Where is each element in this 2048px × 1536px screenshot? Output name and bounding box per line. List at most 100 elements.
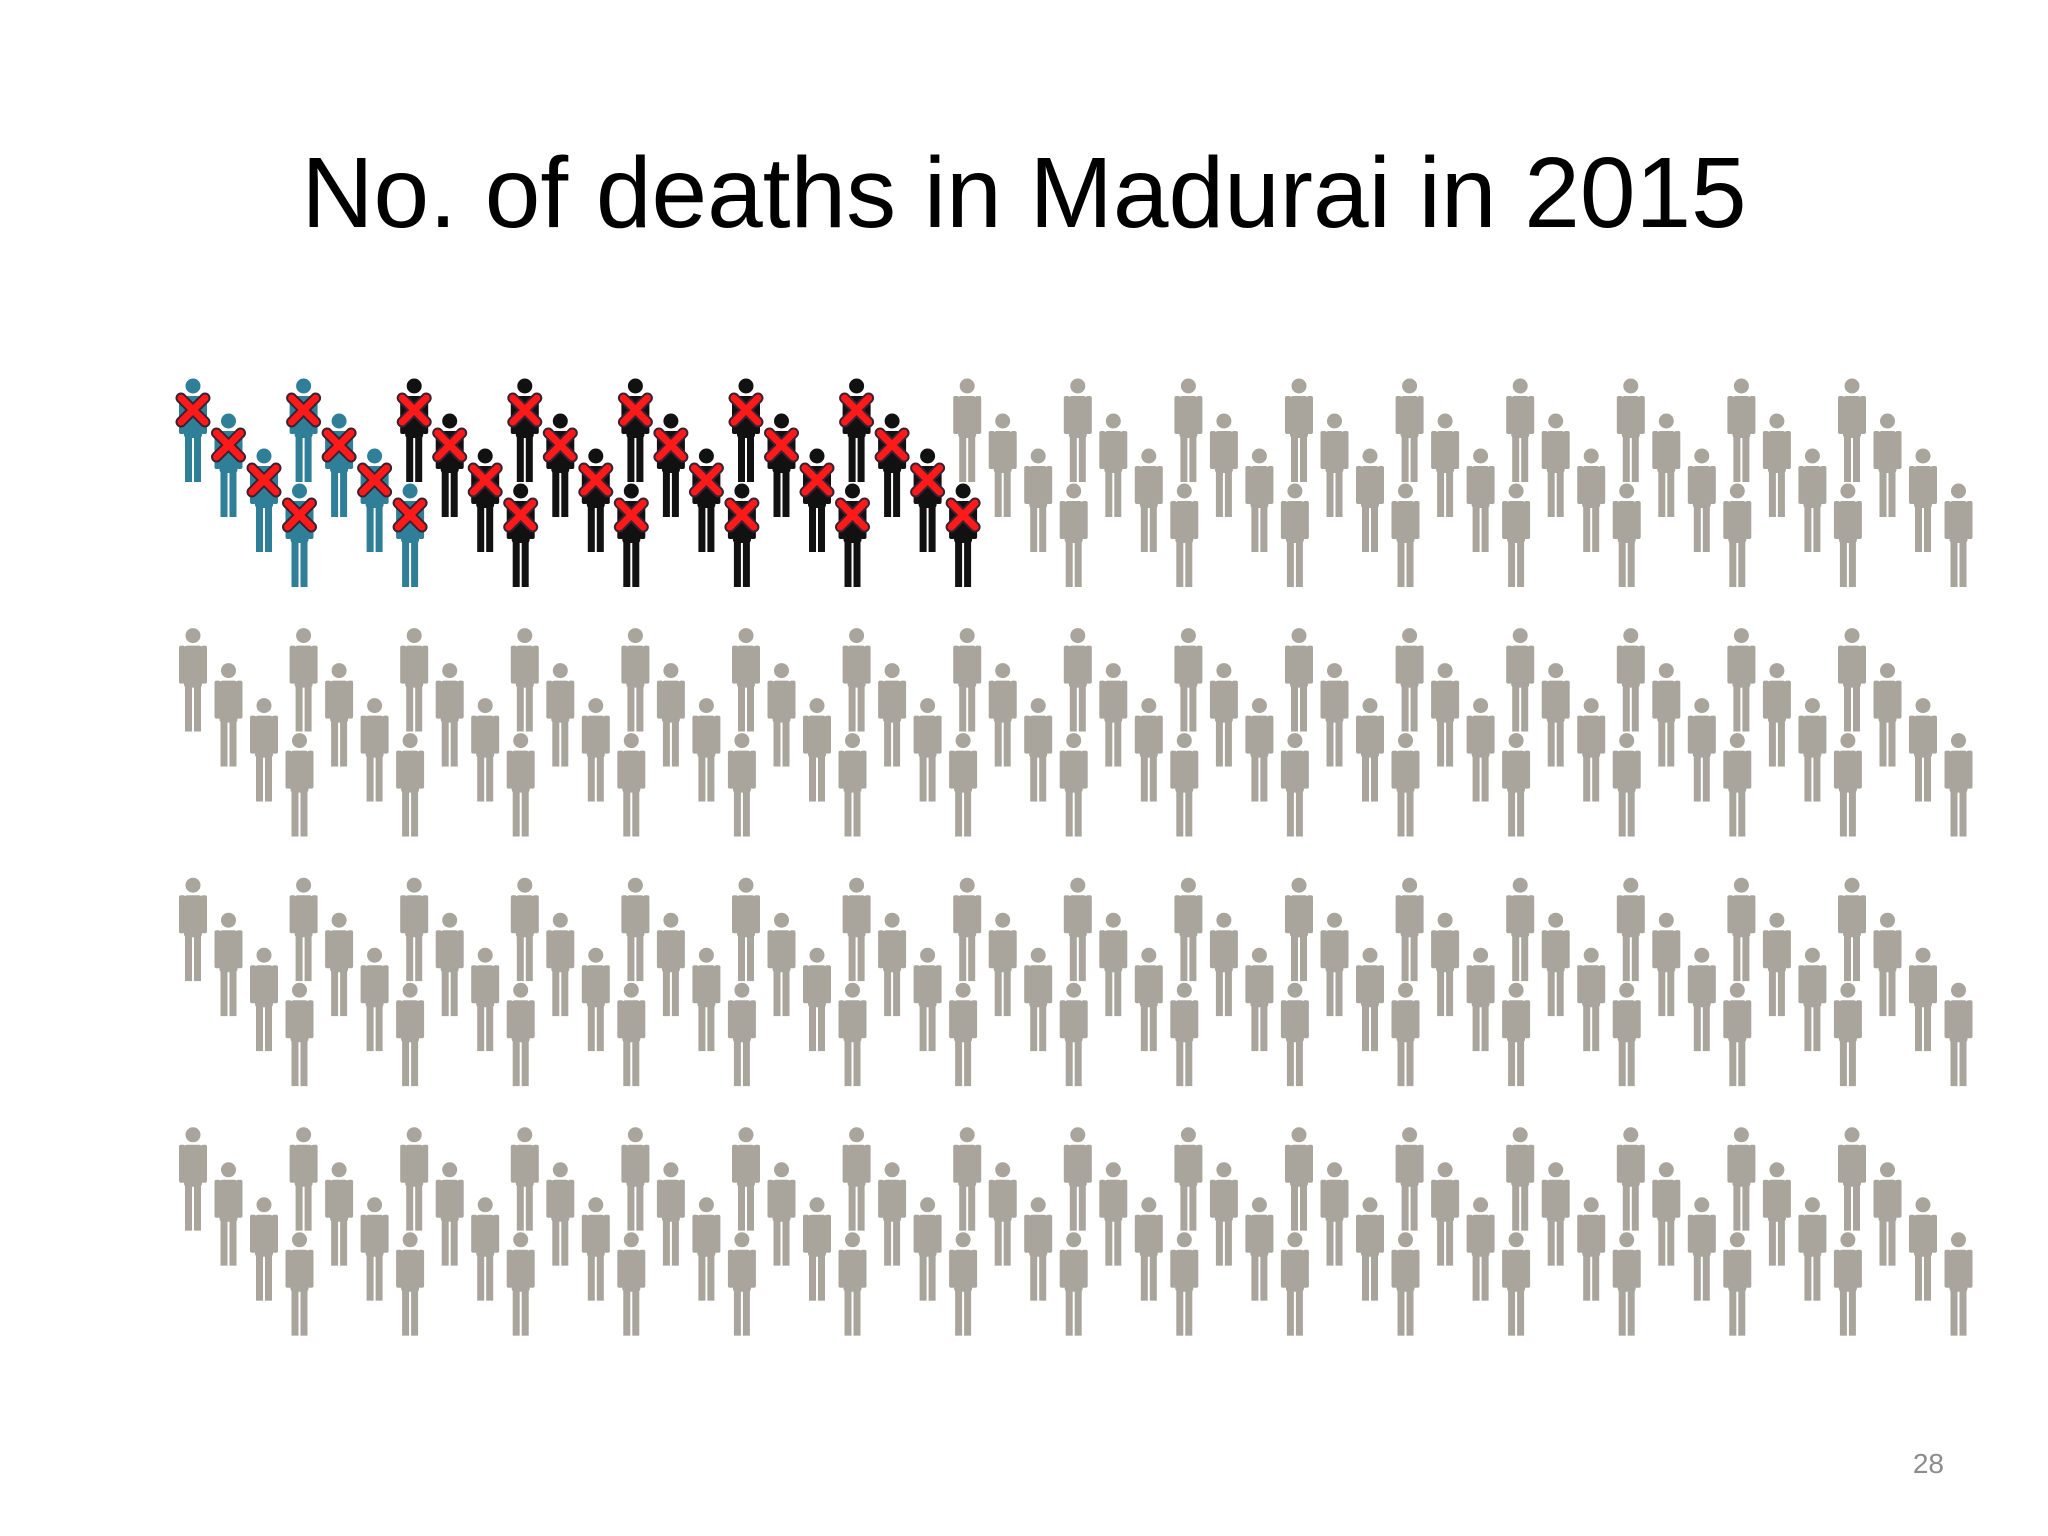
person-icon	[250, 948, 278, 1051]
person-icon	[436, 1162, 464, 1266]
person-icon	[728, 733, 756, 837]
person-icon	[732, 1127, 760, 1231]
person-icon	[582, 1197, 610, 1301]
person-icon	[582, 698, 610, 802]
person-icon	[1502, 484, 1530, 588]
person-icon	[1431, 414, 1459, 518]
person-icon	[1874, 1162, 1902, 1266]
person-icon	[728, 983, 756, 1086]
person-icon	[1281, 1232, 1309, 1336]
person-icon	[914, 1197, 942, 1301]
person-icon	[290, 878, 318, 982]
person-icon	[1506, 628, 1534, 732]
person-icon	[657, 913, 685, 1017]
person-icon	[953, 379, 981, 483]
person-group	[1838, 1127, 1973, 1336]
person-icon	[989, 414, 1017, 518]
person-icon	[396, 733, 424, 837]
person-icon	[1727, 1127, 1755, 1231]
person-icon	[1502, 1232, 1530, 1336]
person-icon	[839, 733, 867, 837]
person-icon	[507, 733, 535, 837]
person-icon	[1945, 983, 1973, 1086]
person-icon	[989, 1162, 1017, 1266]
person-icon	[989, 913, 1017, 1017]
person-icon	[1396, 628, 1424, 732]
person-icon	[1285, 628, 1313, 732]
person-icon	[1909, 449, 1937, 553]
person-group	[1838, 878, 1973, 1086]
person-icon	[1392, 484, 1420, 588]
person-icon	[1392, 983, 1420, 1086]
person-icon	[471, 698, 499, 802]
person-icon	[290, 1127, 318, 1231]
person-icon	[1727, 878, 1755, 982]
person-icon	[511, 878, 539, 982]
person-icon	[617, 983, 645, 1086]
person-icon	[621, 878, 649, 982]
person-icon	[1174, 878, 1202, 982]
person-icon	[179, 628, 207, 732]
person-icon	[1431, 1162, 1459, 1266]
person-icon	[179, 878, 207, 982]
person-icon	[1834, 484, 1862, 588]
person-icon	[621, 1127, 649, 1231]
person-icon	[1723, 484, 1751, 588]
person-icon	[953, 878, 981, 982]
person-icon	[878, 663, 906, 767]
person-icon	[1652, 663, 1680, 767]
person-icon	[1174, 1127, 1202, 1231]
person-icon	[1099, 1162, 1127, 1266]
person-icon	[1431, 913, 1459, 1017]
person-icon	[286, 733, 314, 837]
person-icon	[1024, 698, 1052, 802]
person-icon	[1396, 379, 1424, 483]
person-icon	[1135, 698, 1163, 802]
person-icon	[914, 698, 942, 802]
person-icon	[436, 663, 464, 767]
person-icon	[768, 913, 796, 1017]
person-icon	[471, 948, 499, 1051]
person-icon	[1838, 628, 1866, 732]
person-icon	[1506, 1127, 1534, 1231]
person-icon	[1285, 878, 1313, 982]
person-icon	[1688, 449, 1716, 553]
person-icon	[1210, 913, 1238, 1017]
person-icon	[1652, 414, 1680, 518]
person-icon	[1945, 733, 1973, 837]
person-icon	[1763, 913, 1791, 1017]
person-icon	[768, 663, 796, 767]
person-icon	[1170, 733, 1198, 837]
person-icon	[732, 878, 760, 982]
person-icon	[1798, 1197, 1826, 1301]
person-icon	[215, 663, 243, 767]
person-icon	[1834, 733, 1862, 837]
slide-title: No. of deaths in Madurai in 2015	[301, 137, 1747, 249]
person-icon	[546, 913, 574, 1017]
person-icon	[1099, 913, 1127, 1017]
person-icon	[361, 1197, 389, 1301]
person-icon	[1909, 698, 1937, 802]
person-icon	[1506, 878, 1534, 982]
person-icon	[1723, 1232, 1751, 1336]
person-icon	[728, 1232, 756, 1336]
person-icon	[1281, 733, 1309, 837]
person-icon	[1467, 1197, 1495, 1301]
person-icon	[732, 628, 760, 732]
person-icon	[657, 663, 685, 767]
person-icon	[843, 628, 871, 732]
person-icon	[1542, 1162, 1570, 1266]
person-icon	[1798, 698, 1826, 802]
person-icon	[1723, 733, 1751, 837]
person-icon	[1688, 948, 1716, 1051]
person-icon	[1909, 948, 1937, 1051]
person-icon	[400, 1127, 428, 1231]
person-icon	[582, 948, 610, 1051]
person-icon	[1688, 1197, 1716, 1301]
person-icon	[1281, 484, 1309, 588]
person-icon	[839, 983, 867, 1086]
person-icon	[471, 1197, 499, 1301]
person-icon	[1874, 663, 1902, 767]
person-icon	[1285, 1127, 1313, 1231]
person-icon	[1170, 484, 1198, 588]
